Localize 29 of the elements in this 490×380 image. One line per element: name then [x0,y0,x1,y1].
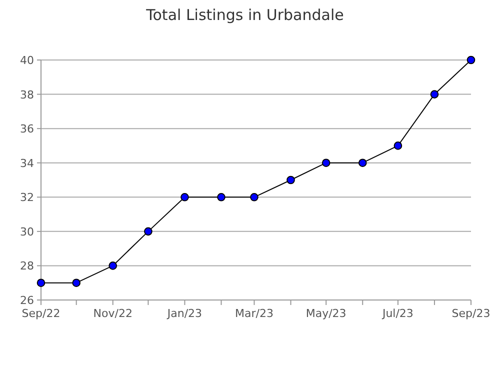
point [286,176,295,184]
point [108,262,118,270]
point [72,278,80,288]
point [217,192,226,202]
y-tick-label: 38 [20,88,34,102]
y-tick-label: 34 [20,156,34,170]
x-tick-label: May/23 [306,307,346,320]
x-tick-label: Sep/22 [22,307,60,320]
point [358,158,367,168]
x-tick-label: Mar/23 [235,307,274,320]
chart-title: Total Listings in Urbandale [145,6,344,24]
point [466,56,476,64]
point [144,227,152,236]
y-tick-label: 28 [20,260,34,273]
y-tick-label: 26 [20,294,34,307]
y-tick-label: 40 [20,54,34,67]
x-tick-label: Jul/23 [381,307,414,320]
x-tick-label: Sep/23 [452,307,490,320]
point [430,90,439,98]
point [250,192,258,202]
point [394,142,402,150]
y-tick-label: 30 [20,225,34,238]
point [180,192,189,202]
y-tick-label: 36 [20,122,34,136]
x-tick-label: Nov/22 [93,307,132,320]
x-tick-label: Jan/23 [166,307,202,320]
point [322,158,330,168]
y-tick-label: 32 [20,191,34,204]
point [36,278,46,288]
